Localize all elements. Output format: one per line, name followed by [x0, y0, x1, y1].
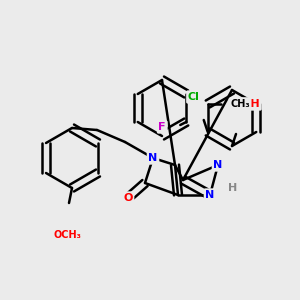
- Text: O: O: [123, 193, 133, 203]
- Text: F: F: [158, 122, 166, 132]
- Text: CH₃: CH₃: [230, 99, 250, 109]
- Text: OCH₃: OCH₃: [53, 230, 81, 240]
- Text: H: H: [228, 183, 238, 193]
- Text: Cl: Cl: [188, 92, 200, 102]
- Text: OH: OH: [242, 99, 260, 109]
- Text: N: N: [213, 160, 223, 170]
- Text: N: N: [148, 153, 158, 163]
- Text: N: N: [206, 190, 214, 200]
